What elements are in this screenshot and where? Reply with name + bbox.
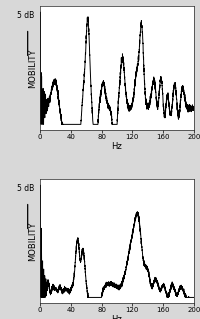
X-axis label: Hz: Hz [112, 142, 122, 151]
Y-axis label: MOBILITY: MOBILITY [28, 48, 37, 88]
X-axis label: Hz: Hz [112, 315, 122, 319]
Text: 5 dB: 5 dB [17, 184, 34, 193]
Y-axis label: MOBILITY: MOBILITY [28, 222, 37, 261]
Text: 5 dB: 5 dB [17, 11, 34, 20]
